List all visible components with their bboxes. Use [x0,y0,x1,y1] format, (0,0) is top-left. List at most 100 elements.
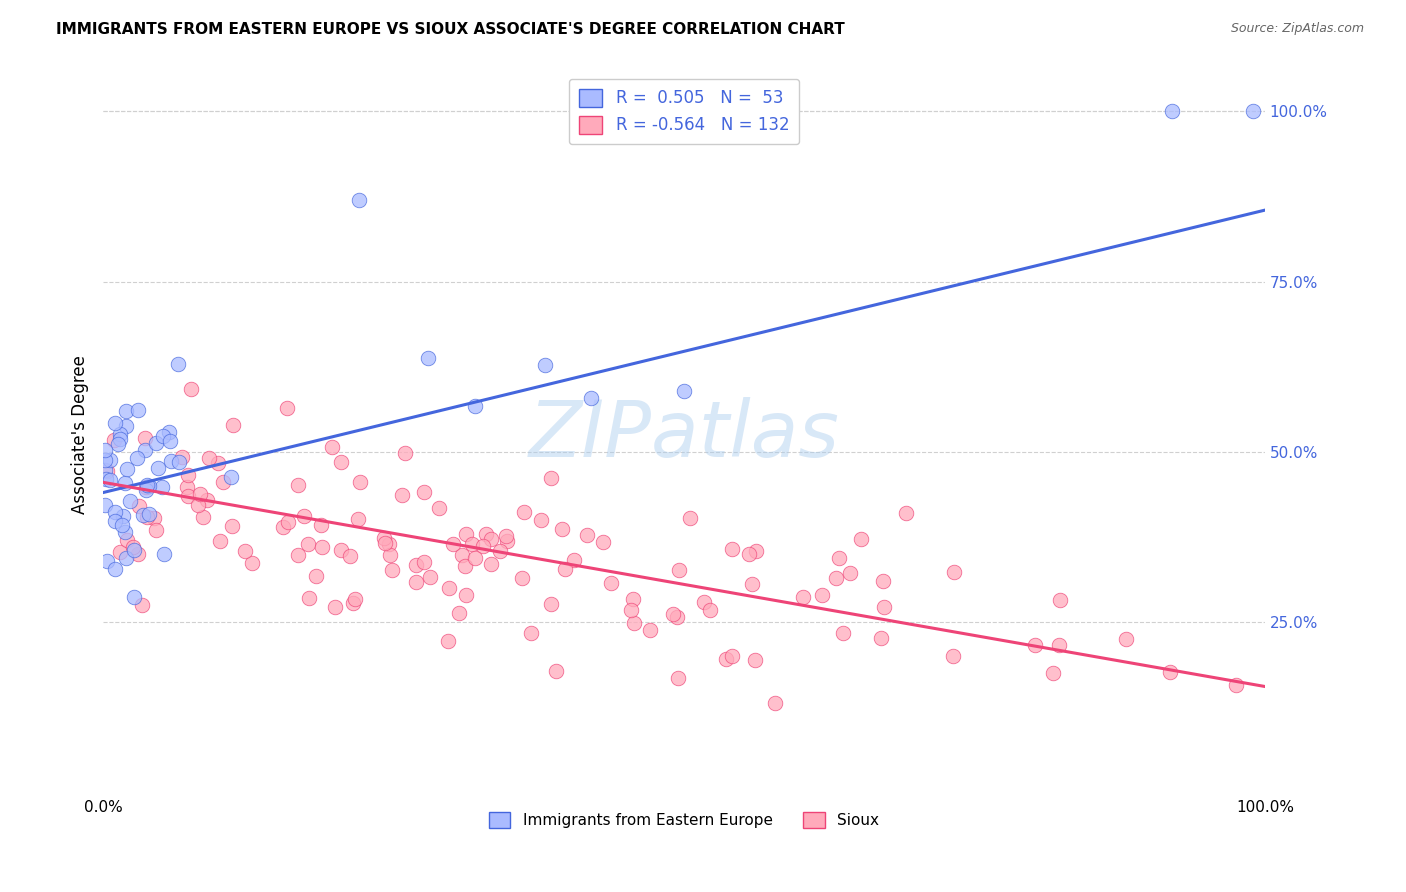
Point [454,527,477,541]
Point [127,547,149,561]
Point [135,483,157,498]
Point [167,455,190,469]
Point [721,649,744,664]
Point [321,440,343,454]
Point [311,540,333,554]
Point [405,575,427,590]
Point [142,511,165,525]
Point [592,535,614,549]
Point [699,603,721,617]
Point [943,566,966,580]
Point [427,500,450,515]
Text: IMMIGRANTS FROM EASTERN EUROPE VS SIOUX ASSOCIATE'S DEGREE CORRELATION CHART: IMMIGRANTS FROM EASTERN EUROPE VS SIOUX … [56,22,845,37]
Point [305,569,328,583]
Point [849,532,872,546]
Point [127,402,149,417]
Point [896,506,918,520]
Point [112,508,135,523]
Point [104,417,127,431]
Point [378,548,401,562]
Point [1047,638,1070,652]
Point [621,592,644,607]
Point [441,537,464,551]
Point [792,590,814,604]
Point [533,359,555,373]
Point [104,515,127,529]
Point [146,461,169,475]
Point [394,446,416,460]
Point [554,562,576,576]
Point [679,510,702,524]
Point [413,556,436,570]
Point [1042,665,1064,680]
Point [347,512,370,526]
Point [1024,639,1046,653]
Point [114,525,136,540]
Point [811,588,834,602]
Point [744,653,766,667]
Point [599,576,621,591]
Point [665,610,688,624]
Text: ZIPatlas: ZIPatlas [529,397,839,473]
Point [450,548,472,562]
Point [114,476,136,491]
Point [159,434,181,449]
Point [381,563,404,577]
Point [540,471,562,485]
Point [454,588,477,602]
Point [544,664,567,678]
Point [195,493,218,508]
Point [461,537,484,551]
Point [828,551,851,566]
Point [198,450,221,465]
Point [623,615,645,630]
Point [347,193,370,207]
Point [111,517,134,532]
Point [145,523,167,537]
Point [668,672,690,686]
Point [180,383,202,397]
Point [121,540,143,554]
Point [128,499,150,513]
Point [212,475,235,489]
Point [419,570,441,584]
Point [114,403,136,417]
Point [221,470,243,484]
Point [152,429,174,443]
Point [579,391,602,405]
Point [122,590,145,604]
Point [134,431,156,445]
Point [342,596,364,610]
Point [330,543,353,558]
Point [512,571,534,585]
Point [98,473,121,487]
Point [405,558,427,572]
Point [323,600,346,615]
Point [115,418,138,433]
Point [222,418,245,433]
Point [170,450,193,465]
Point [115,551,138,566]
Point [117,533,139,547]
Point [221,519,243,533]
Point [551,522,574,536]
Point [240,557,263,571]
Point [145,436,167,450]
Point [513,505,536,519]
Point [464,550,486,565]
Point [191,509,214,524]
Point [619,603,641,617]
Point [136,509,159,524]
Point [1241,104,1264,119]
Point [439,581,461,595]
Point [741,577,763,591]
Point [94,499,117,513]
Point [186,499,208,513]
Point [672,384,695,398]
Point [131,508,153,522]
Point [138,507,160,521]
Point [277,515,299,529]
Point [176,480,198,494]
Point [120,494,142,508]
Point [495,529,517,543]
